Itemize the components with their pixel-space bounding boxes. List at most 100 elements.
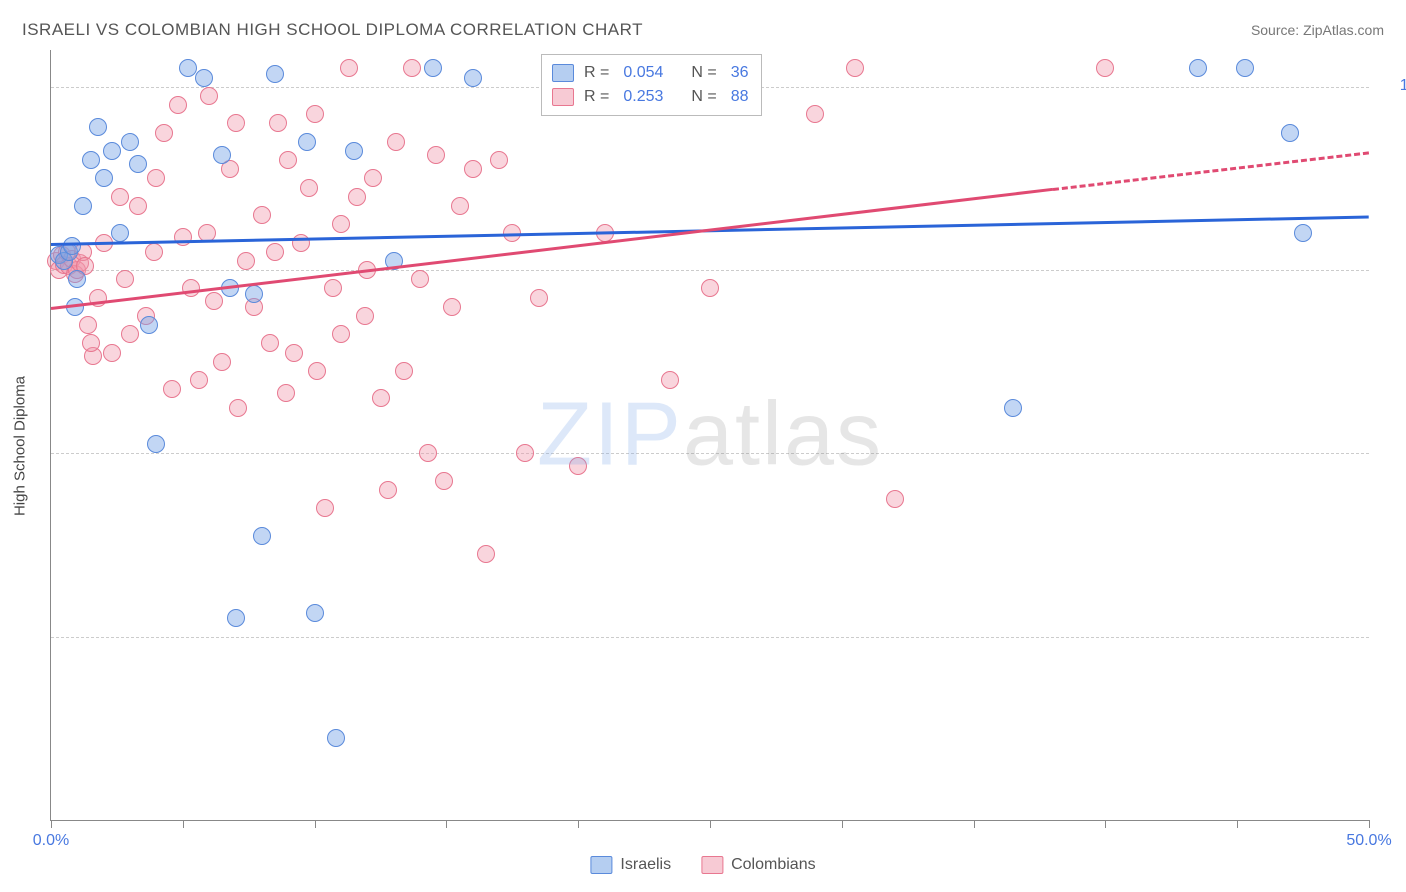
israelis-point [111,224,129,242]
legend-r-label2: R = [584,88,609,106]
israelis-point [1004,399,1022,417]
colombians-point [356,307,374,325]
chart-title: ISRAELI VS COLOMBIAN HIGH SCHOOL DIPLOMA… [22,20,643,40]
israelis-point [298,133,316,151]
x-tick [446,820,447,828]
gridline [51,270,1369,271]
israelis-point [227,609,245,627]
colombians-point [340,59,358,77]
colombians-point [229,399,247,417]
colombians-point [372,389,390,407]
colombians-point [145,243,163,261]
legend-n-value-israelis: 36 [731,64,749,82]
colombians-point [403,59,421,77]
colombians-point [846,59,864,77]
bottom-legend: Israelis Colombians [590,856,815,874]
bottom-legend-label-israelis: Israelis [620,856,671,874]
colombians-point [190,371,208,389]
colombians-point [237,252,255,270]
x-tick [51,820,52,828]
colombians-point [661,371,679,389]
gridline [51,453,1369,454]
colombians-point [427,146,445,164]
colombians-point [569,457,587,475]
israelis-point [306,604,324,622]
bottom-legend-colombians: Colombians [701,856,815,874]
trend-colombians-dash [1052,151,1369,191]
x-tick-label: 50.0% [1346,832,1391,850]
legend-n-label: N = [691,64,716,82]
colombians-point [253,206,271,224]
colombians-point [227,114,245,132]
colombians-point [464,160,482,178]
colombians-point [308,362,326,380]
plot-area: 70.0%80.0%90.0%100.0%0.0%50.0% ZIPatlas … [50,50,1369,821]
legend-r-value-israelis: 0.054 [623,64,663,82]
colombians-point [395,362,413,380]
colombians-point [348,188,366,206]
x-tick [842,820,843,828]
swatch-israelis-icon [590,856,612,874]
watermark-light: atlas [683,385,883,485]
colombians-point [169,96,187,114]
israelis-point [147,435,165,453]
colombians-point [300,179,318,197]
colombians-point [443,298,461,316]
colombians-point [213,353,231,371]
colombians-point [451,197,469,215]
israelis-point [63,237,81,255]
colombians-point [200,87,218,105]
israelis-point [253,527,271,545]
colombians-point [116,270,134,288]
colombians-point [332,215,350,233]
colombians-point [155,124,173,142]
x-tick [1369,820,1370,828]
israelis-point [424,59,442,77]
colombians-point [306,105,324,123]
colombians-point [103,344,121,362]
colombians-point [121,325,139,343]
gridline [51,637,1369,638]
colombians-point [147,169,165,187]
israelis-point [464,69,482,87]
israelis-point [327,729,345,747]
israelis-point [195,69,213,87]
colombians-point [111,188,129,206]
y-tick-label: 80.0% [1379,443,1406,461]
colombians-point [490,151,508,169]
colombians-point [269,114,287,132]
legend-swatch-colombians [552,88,574,106]
legend-n-value-colombians: 88 [731,88,749,106]
colombians-point [701,279,719,297]
israelis-point [74,197,92,215]
legend-r-value-colombians: 0.253 [623,88,663,106]
colombians-point [129,197,147,215]
colombians-point [364,169,382,187]
x-tick-label: 0.0% [33,832,69,850]
colombians-point [324,279,342,297]
israelis-point [129,155,147,173]
colombians-point [277,384,295,402]
israelis-point [1189,59,1207,77]
bottom-legend-israelis: Israelis [590,856,671,874]
colombians-point [379,481,397,499]
y-tick-label: 100.0% [1379,77,1406,95]
colombians-point [419,444,437,462]
colombians-point [332,325,350,343]
israelis-point [345,142,363,160]
legend-row-israelis: R = 0.054 N = 36 [552,61,749,85]
x-tick [1105,820,1106,828]
colombians-point [79,316,97,334]
source-label: Source: ZipAtlas.com [1251,22,1384,38]
colombians-point [387,133,405,151]
israelis-point [245,285,263,303]
colombians-point [266,243,284,261]
israelis-point [1281,124,1299,142]
colombians-point [477,545,495,563]
watermark: ZIPatlas [537,384,883,487]
colombians-point [516,444,534,462]
israelis-point [82,151,100,169]
israelis-point [121,133,139,151]
israelis-point [266,65,284,83]
x-tick [315,820,316,828]
